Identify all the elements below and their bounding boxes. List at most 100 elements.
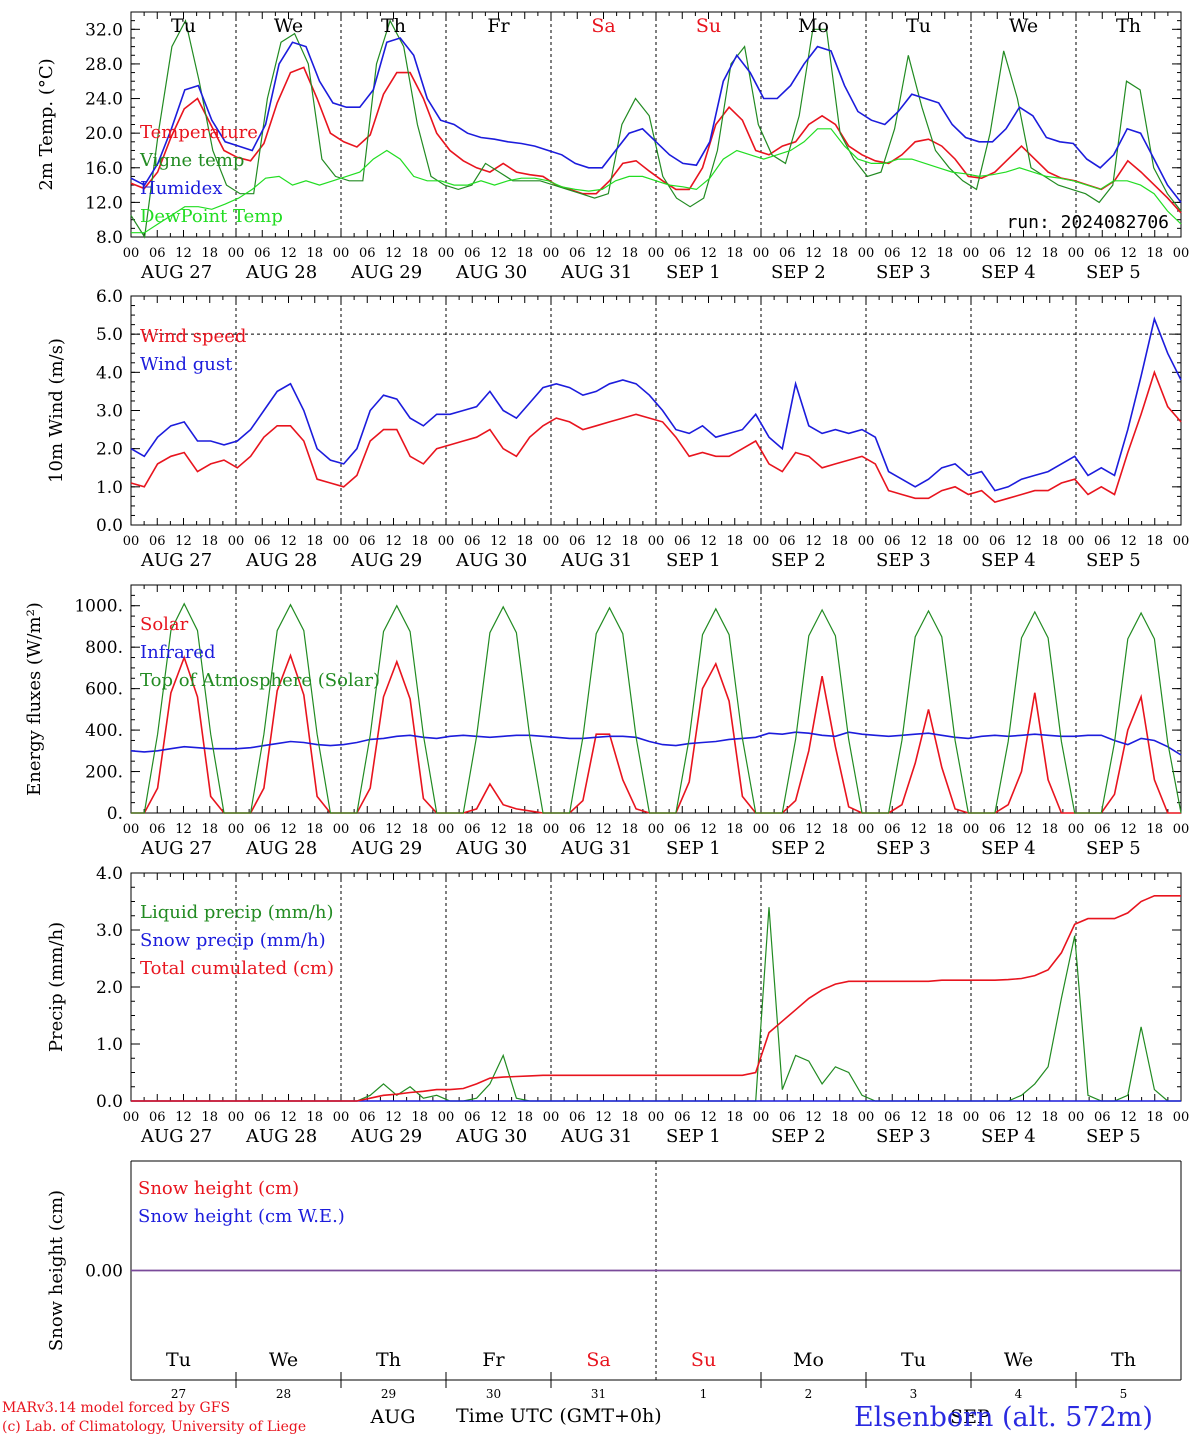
hour-tick-label: 12 xyxy=(1120,1110,1137,1125)
hour-tick-label: 06 xyxy=(569,822,586,837)
hour-tick-label: 18 xyxy=(621,246,638,261)
hour-tick-label: 18 xyxy=(1041,822,1058,837)
hour-tick-label: 12 xyxy=(385,534,402,549)
hour-tick-label: 00 xyxy=(1173,246,1190,261)
hour-tick-label: 12 xyxy=(175,534,192,549)
hour-tick-label: 18 xyxy=(936,534,953,549)
hour-tick-label: 12 xyxy=(175,1110,192,1125)
day-name: Fr xyxy=(482,1349,505,1371)
hour-tick-label: 00 xyxy=(858,1110,875,1125)
hour-tick-label: 00 xyxy=(648,246,665,261)
hour-tick-label: 12 xyxy=(490,246,507,261)
day-number: 1 xyxy=(700,1387,708,1401)
hour-tick-label: 12 xyxy=(385,822,402,837)
y-tick-label-energy: 200. xyxy=(85,763,123,783)
hour-tick-label: 00 xyxy=(228,534,245,549)
hour-tick-label: 12 xyxy=(910,1110,927,1125)
hour-tick-label: 06 xyxy=(1094,1110,1111,1125)
hour-tick-label: 06 xyxy=(149,1110,166,1125)
day-name: We xyxy=(1009,15,1038,37)
hour-tick-label: 06 xyxy=(464,1110,481,1125)
day-name: We xyxy=(269,1349,298,1371)
hour-tick-label: 00 xyxy=(1068,534,1085,549)
hour-tick-label: 00 xyxy=(648,1110,665,1125)
series-line-infrared xyxy=(130,731,1182,756)
hour-tick-label: 18 xyxy=(201,534,218,549)
hour-tick-label: 06 xyxy=(359,246,376,261)
date-label: SEP 2 xyxy=(771,550,826,571)
hour-tick-label: 06 xyxy=(884,534,901,549)
y-tick-label-wind: 6.0 xyxy=(96,287,123,307)
hour-tick-label: 12 xyxy=(490,1110,507,1125)
hour-tick-label: 00 xyxy=(1068,246,1085,261)
hour-tick-label: 18 xyxy=(1146,822,1163,837)
date-label: SEP 5 xyxy=(1086,550,1141,571)
hour-tick-label: 06 xyxy=(884,1110,901,1125)
date-label: AUG 31 xyxy=(560,550,632,571)
hour-tick-label: 00 xyxy=(963,246,980,261)
hour-tick-label: 06 xyxy=(989,534,1006,549)
day-name: Su xyxy=(696,15,721,37)
hour-tick-label: 00 xyxy=(438,534,455,549)
hour-tick-label: 12 xyxy=(175,822,192,837)
hour-tick-label: 12 xyxy=(910,534,927,549)
y-tick-label-temp: 8.0 xyxy=(96,228,123,248)
date-label: AUG 30 xyxy=(455,1126,527,1147)
y-tick-label-wind: 2.0 xyxy=(96,440,123,460)
hour-tick-label: 00 xyxy=(438,1110,455,1125)
legend-label: Wind gust xyxy=(140,354,233,375)
hour-tick-label: 18 xyxy=(936,1110,953,1125)
hour-tick-label: 12 xyxy=(700,1110,717,1125)
credit-line-2: (c) Lab. of Climatology, University of L… xyxy=(2,1419,307,1435)
hour-tick-label: 18 xyxy=(411,822,428,837)
date-label: SEP 1 xyxy=(666,262,721,283)
day-name: Mo xyxy=(793,1349,824,1371)
y-tick-label-precip: 1.0 xyxy=(96,1035,123,1055)
y-tick-label-wind: 5.0 xyxy=(96,325,123,345)
series-line-dewpoint-temp xyxy=(131,128,1182,234)
hour-tick-label: 00 xyxy=(543,246,560,261)
legend-label: Snow height (cm W.E.) xyxy=(138,1206,345,1227)
hour-tick-label: 06 xyxy=(884,246,901,261)
day-name: Tu xyxy=(901,1349,926,1371)
y-label-snow: Snow height (cm) xyxy=(46,1190,67,1351)
y-label-precip: Precip (mm/h) xyxy=(46,922,67,1052)
day-name: We xyxy=(274,15,303,37)
hour-tick-label: 06 xyxy=(149,822,166,837)
hour-tick-label: 06 xyxy=(254,1110,271,1125)
y-tick-label-wind: 4.0 xyxy=(96,363,123,383)
day-name: Th xyxy=(376,1349,401,1371)
series-line-temperature xyxy=(130,66,1182,214)
y-tick-label-precip: 0.0 xyxy=(96,1092,123,1112)
hour-tick-label: 18 xyxy=(1146,534,1163,549)
hour-tick-label: 18 xyxy=(621,534,638,549)
day-name: Th xyxy=(1111,1349,1136,1371)
day-name: We xyxy=(1004,1349,1033,1371)
hour-tick-label: 00 xyxy=(123,246,140,261)
series-line-humidex xyxy=(130,37,1182,203)
hour-tick-label: 12 xyxy=(1015,822,1032,837)
date-label: SEP 2 xyxy=(771,1126,826,1147)
hour-tick-label: 06 xyxy=(674,1110,691,1125)
hour-tick-label: 18 xyxy=(1041,534,1058,549)
day-number: 5 xyxy=(1120,1387,1128,1401)
legend-label: Infrared xyxy=(140,642,215,663)
hour-tick-label: 06 xyxy=(884,822,901,837)
hour-tick-label: 18 xyxy=(936,246,953,261)
date-label: AUG 31 xyxy=(560,1126,632,1147)
legend-label: Liquid precip (mm/h) xyxy=(140,902,334,923)
y-label-wind: 10m Wind (m/s) xyxy=(46,338,67,483)
date-label: SEP 2 xyxy=(771,262,826,283)
hour-tick-label: 00 xyxy=(858,246,875,261)
hour-tick-label: 00 xyxy=(438,246,455,261)
hour-tick-label: 06 xyxy=(254,534,271,549)
y-tick-label-temp: 28.0 xyxy=(85,55,123,75)
day-name: Sa xyxy=(586,1349,610,1371)
station-label: Elsenborn (alt. 572m) xyxy=(854,1402,1153,1433)
y-label-temp: 2m Temp. (°C) xyxy=(36,58,57,190)
y-tick-label-energy: 1000. xyxy=(74,597,123,617)
hour-tick-label: 06 xyxy=(674,246,691,261)
y-tick-label-wind: 0.0 xyxy=(96,516,123,536)
day-name: Tu xyxy=(906,15,931,37)
date-label: SEP 3 xyxy=(876,262,931,283)
